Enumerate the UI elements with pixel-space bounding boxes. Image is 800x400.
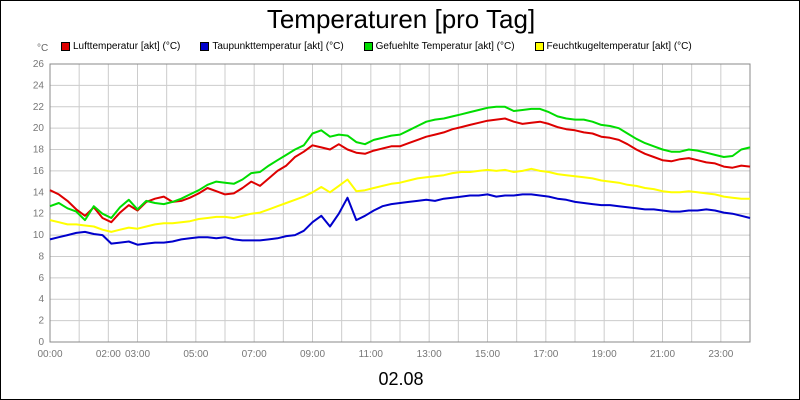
y-tick-label: 8 <box>38 251 44 262</box>
x-tick-label: 03:00 <box>125 349 150 360</box>
x-tick-label: 13:00 <box>417 349 442 360</box>
chart-title: Temperaturen [pro Tag] <box>266 4 536 34</box>
series-line-lufttemperatur <box>49 117 751 224</box>
legend-swatch-feuchtkugeltemperatur <box>534 41 544 51</box>
legend-label-gefuehlte-temperatur: Gefuehlte Temperatur [akt] (°C) <box>375 40 515 52</box>
series-line-feuchtkugeltemperatur <box>49 167 750 233</box>
y-tick-label: 14 <box>33 187 45 198</box>
x-tick-label: 02:00 <box>96 349 121 360</box>
x-tick-label: 19:00 <box>592 349 617 360</box>
x-axis-date-label: 02.08 <box>378 369 424 389</box>
legend-swatch-lufttemperatur <box>61 41 70 51</box>
y-tick-label: 24 <box>33 80 45 91</box>
x-tick-label: 05:00 <box>183 349 208 360</box>
x-tick-label: 11:00 <box>359 349 384 360</box>
y-tick-label: 26 <box>33 59 45 70</box>
y-tick-label: 22 <box>33 102 45 113</box>
x-tick-label: 09:00 <box>300 349 325 360</box>
y-axis-unit: °C <box>37 43 49 54</box>
series-line-gefuehlte-temperatur <box>49 105 751 222</box>
legend-swatch-taupunkttemperatur <box>200 41 210 51</box>
y-tick-label: 20 <box>33 123 45 134</box>
x-tick-label: 17:00 <box>533 349 558 360</box>
y-tick-label: 16 <box>33 166 45 177</box>
legend-swatch-gefuehlte-temperatur <box>363 41 373 51</box>
legend-label-feuchtkugeltemperatur: Feuchtkugeltemperatur [akt] (°C) <box>546 40 692 52</box>
legend-item-taupunkttemperatur: Taupunkttemperatur [akt] (°C) <box>200 39 344 53</box>
legend-item-gefuehlte-temperatur: Gefuehlte Temperatur [akt] (°C) <box>363 39 515 53</box>
y-tick-label: 18 <box>33 145 45 156</box>
x-tick-label: 00:00 <box>37 349 62 360</box>
x-tick-label: 07:00 <box>242 349 267 360</box>
legend-item-feuchtkugeltemperatur: Feuchtkugeltemperatur [akt] (°C) <box>534 39 692 53</box>
x-tick-label: 23:00 <box>708 349 733 360</box>
y-tick-label: 0 <box>38 337 44 348</box>
y-tick-label: 12 <box>33 209 45 220</box>
y-tick-label: 4 <box>38 294 44 305</box>
series-line-taupunkttemperatur <box>49 193 751 246</box>
y-tick-label: 10 <box>33 230 45 241</box>
legend: Lufttemperatur [akt] (°C) Taupunkttemper… <box>61 39 712 53</box>
plot-border <box>49 63 751 343</box>
x-tick-label: 15:00 <box>475 349 500 360</box>
legend-label-lufttemperatur: Lufttemperatur [akt] (°C) <box>73 40 181 52</box>
y-tick-label: 2 <box>38 316 44 327</box>
x-tick-label: 21:00 <box>650 349 675 360</box>
legend-item-lufttemperatur: Lufttemperatur [akt] (°C) <box>61 39 180 53</box>
legend-label-taupunkttemperatur: Taupunkttemperatur [akt] (°C) <box>212 40 344 52</box>
y-tick-label: 6 <box>38 273 44 284</box>
